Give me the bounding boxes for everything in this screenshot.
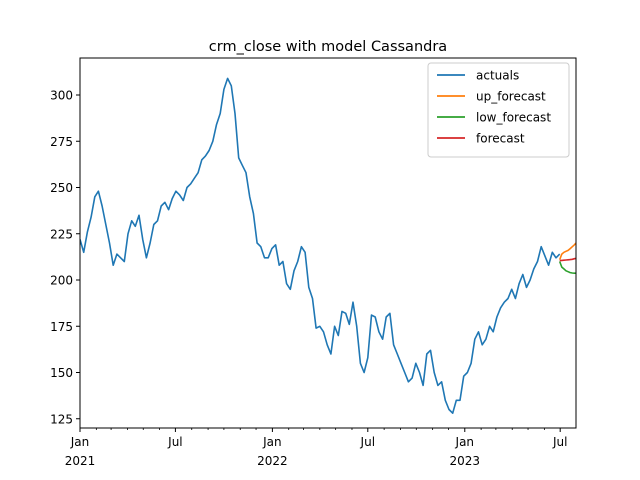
x-tick-year-label: 2022 xyxy=(257,454,288,468)
y-tick-label: 300 xyxy=(50,89,73,103)
y-tick-label: 150 xyxy=(50,366,73,380)
x-axis: Jan 2021 Jul Jan 2022 Jul Jan 2023 Jul xyxy=(65,428,567,468)
x-tick-label: Jul xyxy=(167,435,182,449)
y-tick-label: 175 xyxy=(50,320,73,334)
legend-label-forecast: forecast xyxy=(476,132,525,146)
y-tick-label: 225 xyxy=(50,227,73,241)
legend-label-low_forecast: low_forecast xyxy=(476,111,551,125)
y-tick-label: 275 xyxy=(50,135,73,149)
legend-label-up_forecast: up_forecast xyxy=(476,90,546,104)
x-tick-year-label: 2023 xyxy=(450,454,481,468)
legend-label-actuals: actuals xyxy=(476,69,519,83)
series-line-up_forecast xyxy=(558,242,576,260)
plot-area xyxy=(79,57,577,429)
series-line-low_forecast xyxy=(558,261,576,275)
legend-box xyxy=(427,62,570,158)
x-tick-label: Jul xyxy=(360,435,375,449)
y-tick-label: 125 xyxy=(50,412,73,426)
chart-title: crm_close with model Cassandra xyxy=(209,39,447,55)
x-tick-year-label: 2021 xyxy=(65,454,96,468)
x-tick-label: Jan xyxy=(70,435,90,449)
x-tick-label: Jul xyxy=(552,435,567,449)
plot-frame xyxy=(79,57,577,429)
series-line-forecast xyxy=(559,257,576,262)
series-layer xyxy=(80,77,576,415)
x-tick-label: Jan xyxy=(455,435,475,449)
y-axis: 125 150 175 200 225 250 275 300 xyxy=(50,89,80,426)
y-tick-label: 250 xyxy=(50,181,73,195)
legend: actuals up_forecast low_forecast forecast xyxy=(427,62,570,158)
y-tick-label: 200 xyxy=(50,274,73,288)
x-tick-label: Jan xyxy=(262,435,282,449)
series-line-actuals xyxy=(80,77,561,415)
